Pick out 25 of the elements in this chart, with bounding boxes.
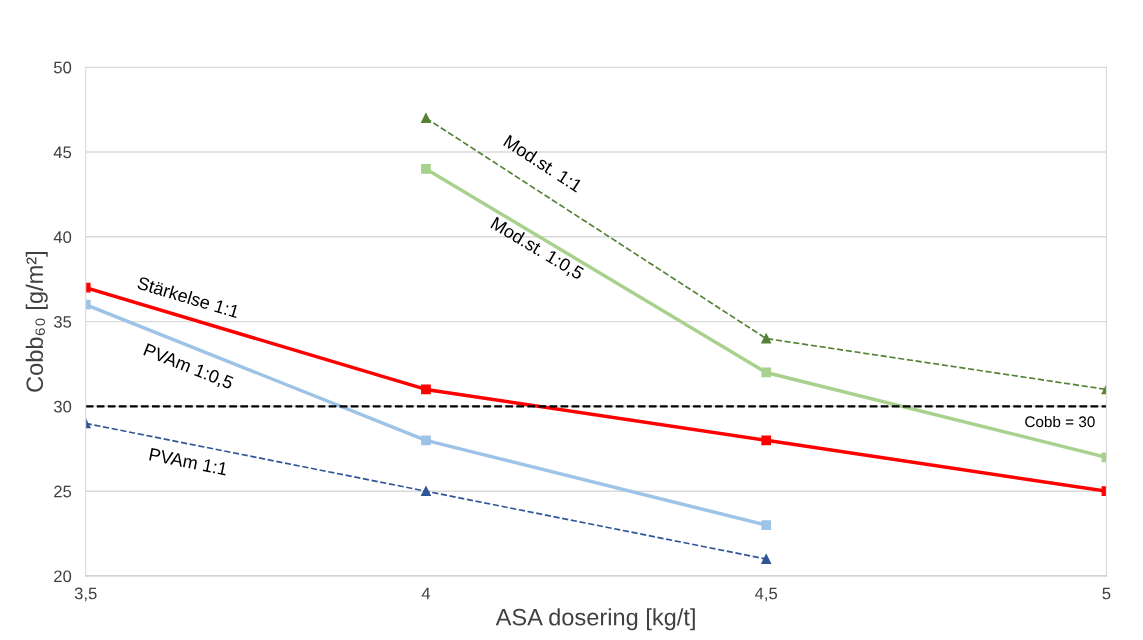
text: PVAm 1:1 xyxy=(149,448,228,476)
ref-line-label: Cobb = 30 xyxy=(1025,415,1095,428)
x-tick-label: 5 xyxy=(1102,587,1111,600)
text: PVAm 1:0,5 xyxy=(142,343,235,392)
point xyxy=(761,520,772,530)
point xyxy=(761,554,772,564)
x-axis-title: ASA dosering [kg/t] xyxy=(495,608,695,631)
point xyxy=(421,113,431,123)
x-tick-label: 4 xyxy=(421,587,431,600)
y-tick-label: 50 xyxy=(53,61,72,74)
y-tick-label: 45 xyxy=(53,146,72,159)
point xyxy=(761,367,772,378)
y-axis-title: Cobb₆₀ [g/m²] xyxy=(25,251,48,392)
y-tick-label: 20 xyxy=(54,570,72,583)
point xyxy=(761,333,772,344)
point xyxy=(421,486,431,497)
y-tick-label: 40 xyxy=(53,231,72,243)
x-tick-label: 4,5 xyxy=(754,587,778,602)
point xyxy=(421,384,431,395)
y-tick-label: 30 xyxy=(53,400,72,413)
point xyxy=(421,164,431,174)
y-tick-label: 35 xyxy=(53,316,72,328)
point xyxy=(421,435,431,446)
x-tick-label: 3,5 xyxy=(74,587,97,602)
y-tick-label: 25 xyxy=(54,485,72,498)
